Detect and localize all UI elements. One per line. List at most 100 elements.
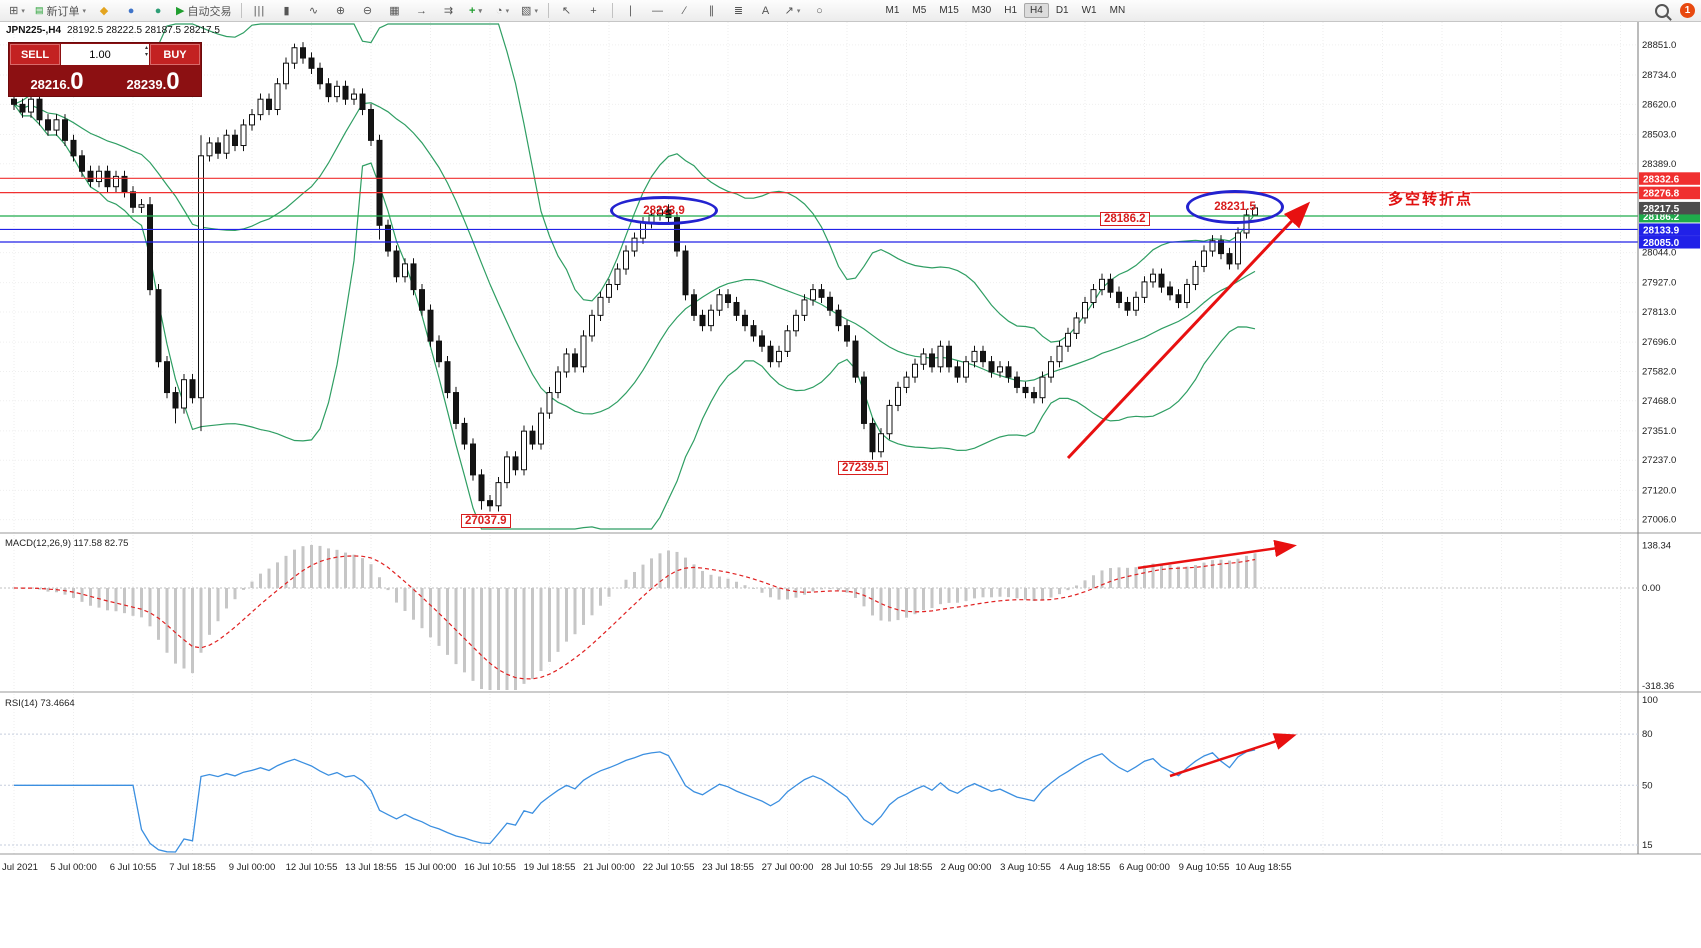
svg-text:9 Jul 00:00: 9 Jul 00:00 bbox=[229, 862, 275, 873]
price-label-27037[interactable]: 27037.9 bbox=[461, 514, 511, 528]
ellipse-annotation-28223[interactable]: 28223.9 bbox=[610, 196, 718, 225]
auto-scroll-icon[interactable]: → bbox=[416, 4, 427, 17]
navigator-icon[interactable]: ● bbox=[127, 4, 135, 17]
svg-text:27927.0: 27927.0 bbox=[1642, 278, 1676, 289]
candlesticks[interactable] bbox=[11, 42, 1258, 512]
svg-text:22 Jul 10:55: 22 Jul 10:55 bbox=[643, 862, 695, 873]
zoom-in-icon[interactable]: ⊕ bbox=[335, 5, 346, 17]
chart-area: 28851.0 28734.0 28620.0 28503.0 28389.0 28044… bbox=[0, 22, 1701, 948]
bar-chart-icon[interactable]: ||| bbox=[253, 4, 266, 17]
candlestick-chart-icon[interactable]: ▮ bbox=[283, 5, 290, 17]
svg-text:6 Aug 00:00: 6 Aug 00:00 bbox=[1119, 862, 1170, 873]
buy-button[interactable]: BUY bbox=[150, 44, 200, 65]
svg-text:19 Jul 18:55: 19 Jul 18:55 bbox=[524, 862, 576, 873]
panel-splitters[interactable] bbox=[0, 22, 1701, 855]
toolbar-separator bbox=[547, 3, 549, 18]
timeframe-h1[interactable]: H1 bbox=[1004, 5, 1018, 16]
timeframe-h4[interactable]: H4 bbox=[1024, 3, 1049, 18]
search-icon[interactable] bbox=[1655, 3, 1669, 18]
level-lines[interactable] bbox=[0, 177, 1638, 243]
fibonacci-icon[interactable]: ≣ bbox=[733, 5, 744, 17]
crosshair-icon[interactable]: + bbox=[590, 4, 597, 17]
channel-icon[interactable]: ∥ bbox=[708, 5, 715, 17]
trendline-icon[interactable]: ∕ bbox=[683, 4, 686, 17]
svg-text:28044.0: 28044.0 bbox=[1642, 248, 1676, 259]
timeframe-m1[interactable]: M1 bbox=[885, 5, 900, 16]
timeframe-d1[interactable]: D1 bbox=[1055, 5, 1069, 16]
svg-text:50: 50 bbox=[1642, 780, 1653, 791]
line-chart-icon[interactable]: ∿ bbox=[308, 5, 319, 17]
buy-price: 28239. 0 bbox=[126, 68, 180, 95]
timeframe-m15[interactable]: M15 bbox=[939, 5, 959, 16]
ellipse-annotation-28231[interactable]: 28231.5 bbox=[1186, 190, 1284, 224]
svg-text:27351.0: 27351.0 bbox=[1642, 426, 1676, 437]
new-order-button[interactable]: ▤ 新订单 ▾ bbox=[31, 2, 90, 20]
price-label-27239[interactable]: 27239.5 bbox=[838, 461, 888, 475]
svg-text:27 Jul 00:00: 27 Jul 00:00 bbox=[762, 862, 814, 873]
zoom-out-icon[interactable]: ⊖ bbox=[362, 5, 373, 17]
macd-panel[interactable]: 138.34 0.00 -318.36 bbox=[0, 540, 1674, 692]
timeframe-mn[interactable]: MN bbox=[1109, 5, 1126, 16]
svg-text:7 Jul 18:55: 7 Jul 18:55 bbox=[169, 862, 215, 873]
sell-button[interactable]: SELL bbox=[10, 44, 60, 65]
tile-windows-icon[interactable]: ▦ bbox=[389, 5, 400, 17]
timeframe-m30[interactable]: M30 bbox=[971, 5, 992, 16]
text-tool-icon[interactable]: A bbox=[761, 4, 770, 17]
terminal-icon[interactable]: ● bbox=[154, 4, 162, 17]
svg-text:28276.8: 28276.8 bbox=[1643, 189, 1680, 200]
rsi-indicator-label: RSI(14) 73.4664 bbox=[5, 698, 75, 709]
auto-trading-button[interactable]: ▶ 自动交易 bbox=[172, 2, 235, 20]
svg-text:28085.0: 28085.0 bbox=[1643, 238, 1680, 249]
svg-text:15: 15 bbox=[1642, 840, 1653, 851]
chart-canvas[interactable]: 28851.0 28734.0 28620.0 28503.0 28389.0 28044… bbox=[0, 22, 1701, 948]
svg-text:138.34: 138.34 bbox=[1642, 540, 1671, 551]
svg-text:27582.0: 27582.0 bbox=[1642, 366, 1676, 377]
svg-text:28186.2: 28186.2 bbox=[1643, 212, 1680, 223]
svg-text:-318.36: -318.36 bbox=[1642, 681, 1674, 692]
rsi-panel[interactable]: 100 80 50 15 bbox=[0, 695, 1658, 853]
toolbar-separator bbox=[611, 3, 613, 18]
svg-text:23 Jul 18:55: 23 Jul 18:55 bbox=[702, 862, 754, 873]
time-axis: Jul 2021 5 Jul 00:00 6 Jul 10:55 7 Jul 18:5… bbox=[2, 862, 1292, 873]
svg-text:4 Aug 18:55: 4 Aug 18:55 bbox=[1060, 862, 1111, 873]
svg-text:16 Jul 10:55: 16 Jul 10:55 bbox=[464, 862, 516, 873]
svg-text:28133.9: 28133.9 bbox=[1643, 225, 1680, 236]
periods-icon[interactable]: ◔ ▾ bbox=[495, 4, 510, 17]
timeframe-w1[interactable]: W1 bbox=[1081, 5, 1097, 16]
svg-text:28 Jul 10:55: 28 Jul 10:55 bbox=[821, 862, 873, 873]
svg-text:21 Jul 00:00: 21 Jul 00:00 bbox=[583, 862, 635, 873]
svg-text:2 Aug 00:00: 2 Aug 00:00 bbox=[941, 862, 992, 873]
new-chart-icon[interactable]: ⊞ ▾ bbox=[9, 5, 25, 17]
lot-increase-button[interactable]: ▴ bbox=[144, 45, 148, 51]
lot-size-input[interactable] bbox=[61, 47, 149, 62]
svg-text:29 Jul 18:55: 29 Jul 18:55 bbox=[881, 862, 933, 873]
svg-text:28503.0: 28503.0 bbox=[1642, 129, 1676, 140]
svg-text:15 Jul 00:00: 15 Jul 00:00 bbox=[405, 862, 457, 873]
cursor-icon[interactable]: ↖ bbox=[561, 5, 572, 17]
svg-text:28217.5: 28217.5 bbox=[1643, 204, 1680, 215]
price-label-28186[interactable]: 28186.2 bbox=[1100, 212, 1150, 226]
svg-text:27120.0: 27120.0 bbox=[1642, 485, 1676, 496]
shapes-tool-icon[interactable]: ○ bbox=[816, 4, 823, 17]
turning-point-text[interactable]: 多空转折点 bbox=[1388, 191, 1474, 208]
svg-text:6 Jul 10:55: 6 Jul 10:55 bbox=[110, 862, 156, 873]
horizontal-line-icon[interactable]: — bbox=[652, 4, 663, 17]
lot-decrease-button[interactable]: ▾ bbox=[144, 52, 148, 59]
arrows-tool-icon[interactable]: ↗ ▾ bbox=[784, 5, 801, 17]
svg-text:28734.0: 28734.0 bbox=[1642, 70, 1676, 81]
timeframe-m5[interactable]: M5 bbox=[912, 5, 927, 16]
trend-arrows[interactable] bbox=[1066, 201, 1311, 778]
vertical-line-icon[interactable]: ∣ bbox=[627, 5, 634, 17]
notification-badge[interactable]: 1 bbox=[1680, 3, 1695, 18]
symbol-info: JPN225-,H4 28192.5 28222.5 28187.5 28217.… bbox=[6, 25, 220, 36]
indicators-icon[interactable]: + ▾ bbox=[469, 4, 482, 17]
grid-lines bbox=[0, 22, 1638, 854]
svg-text:80: 80 bbox=[1642, 729, 1653, 740]
templates-icon[interactable]: ▧ ▾ bbox=[521, 5, 538, 17]
svg-text:9 Aug 10:55: 9 Aug 10:55 bbox=[1179, 862, 1230, 873]
svg-text:27696.0: 27696.0 bbox=[1642, 337, 1676, 348]
svg-text:3 Aug 10:55: 3 Aug 10:55 bbox=[1000, 862, 1051, 873]
chart-shift-icon[interactable]: ⇉ bbox=[443, 5, 454, 17]
market-watch-icon[interactable]: ◆ bbox=[99, 5, 109, 17]
macd-indicator-label: MACD(12,26,9) 117.58 82.75 bbox=[5, 538, 129, 549]
